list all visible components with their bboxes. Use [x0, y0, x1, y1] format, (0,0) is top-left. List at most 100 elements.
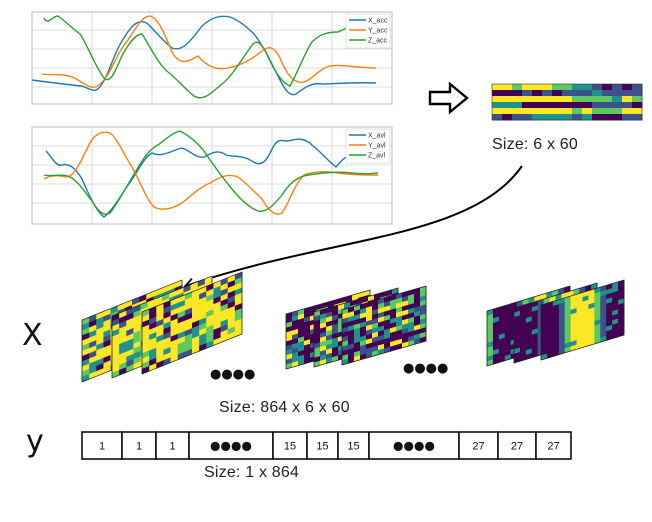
heatmap-cell	[542, 108, 553, 115]
heatmap-cell	[184, 297, 193, 306]
heatmap-cell	[227, 279, 236, 289]
z-avl-line	[43, 130, 379, 215]
heatmap-cell	[163, 310, 171, 320]
heatmap-cell	[184, 322, 193, 332]
y-cell-value: 15	[284, 441, 296, 453]
heatmap-cell	[126, 317, 134, 327]
heatmap-cell	[96, 357, 104, 367]
heatmap-cell	[227, 290, 236, 299]
heatmap-cell	[163, 346, 171, 356]
heatmap-cell	[163, 336, 171, 346]
heatmap-cell	[112, 318, 120, 327]
heatmap-cell	[206, 298, 214, 308]
heatmap-cell	[220, 334, 229, 343]
heatmap-cell	[199, 301, 207, 311]
heatmap-cell	[622, 96, 633, 103]
heatmap-cell	[227, 326, 236, 335]
heatmap-cell	[156, 308, 164, 318]
heatmap-cell	[177, 346, 186, 355]
heatmap-cell	[192, 340, 200, 350]
y-cell-value: 27	[511, 441, 523, 453]
y-size-label: Size: 1 x 864	[204, 464, 300, 481]
heatmap-cell	[126, 358, 134, 368]
avl-series-lines	[43, 130, 379, 218]
heatmap-cell	[227, 305, 236, 315]
heatmap-cell	[213, 316, 221, 326]
stacked-heatmap-layer	[141, 271, 243, 375]
heatmap-cell	[234, 287, 243, 296]
heatmap-cell	[170, 323, 179, 332]
acc-series-lines	[31, 15, 377, 99]
heatmap-cell	[592, 96, 603, 103]
heatmap-cell	[532, 84, 543, 91]
z-acc-line	[43, 15, 377, 99]
heatmap-cell	[602, 108, 613, 115]
heatmap-cell	[184, 338, 193, 347]
heatmap-cell	[622, 102, 633, 109]
heatmap-cell	[170, 328, 179, 338]
heatmap-cell	[602, 102, 613, 109]
heatmap-cell	[192, 314, 200, 324]
heatmap-cell	[602, 114, 613, 121]
heatmap-cell	[163, 321, 171, 330]
heatmap-cell	[220, 324, 229, 333]
y-cell	[306, 431, 339, 460]
heatmap-cell	[156, 303, 164, 312]
heatmap-cell	[89, 350, 97, 359]
heatmap-cell	[112, 343, 120, 353]
heatmap-cell	[177, 320, 186, 330]
heatmap-cell	[532, 90, 543, 97]
heatmap-cell	[112, 369, 120, 379]
heatmap-cell	[112, 349, 120, 358]
heatmap-cell	[89, 324, 97, 334]
heatmap-cell	[89, 370, 97, 380]
heatmap-cell	[502, 114, 513, 121]
heatmap-cell	[156, 334, 164, 343]
heatmap-cell	[522, 90, 533, 97]
heatmap-cell	[112, 333, 120, 343]
heatmap-cell	[492, 102, 503, 109]
heatmap-cell	[602, 96, 613, 103]
heatmap-cell	[96, 326, 104, 336]
heatmap-cell	[213, 285, 221, 295]
heatmap-cell	[192, 325, 200, 334]
heatmap-cell	[234, 292, 243, 302]
ellipsis-dots: ●●●●	[403, 361, 448, 376]
heatmap-cell	[192, 309, 200, 319]
heatmap-cell	[532, 96, 543, 103]
heatmap-cell	[582, 90, 593, 97]
heatmap-cell	[96, 321, 104, 331]
heatmap-cell	[542, 90, 553, 97]
heatmap-cell	[582, 108, 593, 115]
heatmap-cell	[562, 114, 573, 121]
heatmap-cell	[119, 351, 127, 361]
heatmap-cell	[156, 344, 164, 354]
heatmap-cell	[149, 357, 157, 367]
heatmap-cell	[89, 345, 97, 354]
stacked-heatmap-layer	[540, 279, 625, 361]
heatmap-cell	[112, 328, 120, 338]
heatmap-cell	[522, 114, 533, 121]
heatmap-cell	[177, 341, 186, 350]
heatmap-cell	[512, 108, 523, 115]
heatmap-cell	[542, 96, 553, 103]
heatmap-cell	[492, 96, 503, 103]
heatmap-cell	[592, 102, 603, 109]
heatmap-cell	[522, 84, 533, 91]
heatmap-cell	[184, 328, 193, 337]
heatmap-cell	[133, 361, 141, 370]
heatmap-cell	[192, 304, 200, 314]
heatmap-cell	[112, 354, 120, 363]
heatmap-cell	[89, 334, 97, 344]
heatmap-cell	[149, 306, 157, 315]
heatmap-cell	[96, 362, 104, 372]
heatmap-cell	[149, 311, 157, 320]
heatmap-cell	[582, 96, 593, 103]
heatmap-cell	[206, 293, 214, 303]
heatmap-cell	[177, 294, 186, 304]
heatmap-cell	[492, 84, 503, 91]
heatmap-cell	[192, 299, 200, 308]
heatmap-cell	[234, 328, 243, 338]
heatmap-cell	[119, 330, 127, 340]
